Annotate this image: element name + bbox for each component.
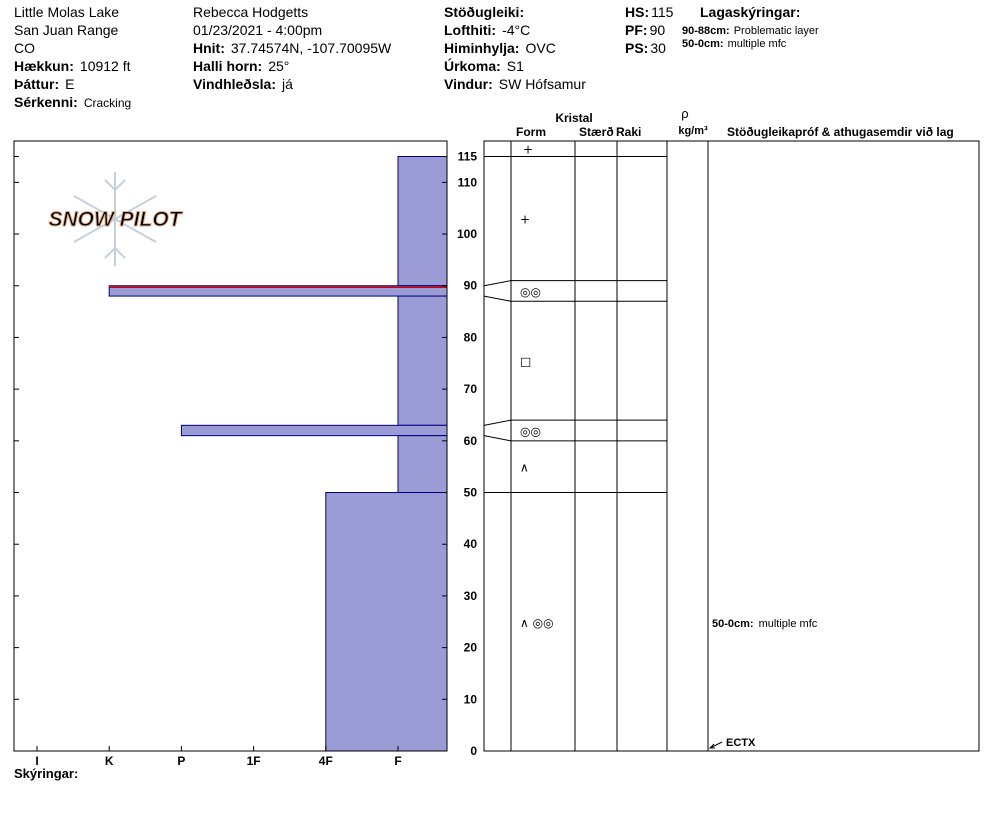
field-value: OVC xyxy=(525,40,555,56)
layer-boundary xyxy=(483,435,667,442)
comment-text: multiple mfc xyxy=(759,618,818,630)
field-label: Sérkenni: xyxy=(14,94,78,110)
header-line: Little Molas Lake xyxy=(14,4,119,20)
y-tick-label: 80 xyxy=(464,330,478,344)
hardness-bar xyxy=(397,435,448,494)
field-label: Þáttur: xyxy=(14,76,59,92)
y-tick-label: 110 xyxy=(458,175,478,189)
notes-title: Lagaskýringar: xyxy=(700,4,800,20)
field-label: Halli horn: xyxy=(193,58,262,74)
field-value: E xyxy=(65,76,74,92)
field-value: Cracking xyxy=(84,96,131,110)
header-line: 01/23/2021 - 4:00pm xyxy=(193,22,322,38)
surface-grain: + xyxy=(523,143,533,157)
hardness-frame xyxy=(13,140,448,752)
col-header: kg/m³ xyxy=(678,125,708,137)
y-tick-label: 60 xyxy=(464,434,478,448)
field-value: -4°C xyxy=(502,22,530,38)
grain-symbol: ∧ xyxy=(520,461,529,475)
x-tick-label: 4F xyxy=(319,754,333,768)
test-arrowhead xyxy=(708,743,715,749)
watermark-flake xyxy=(73,172,157,266)
field-value: SW Hófsamur xyxy=(499,76,586,92)
y-tick-label: 10 xyxy=(464,692,478,706)
layer-boundary xyxy=(483,280,667,287)
grain-symbol: + xyxy=(520,213,530,227)
grain-symbol: ◎◎ xyxy=(520,424,541,438)
field-value: 115 xyxy=(651,4,674,20)
col-header: Stærð xyxy=(579,125,614,139)
field-value: 90 xyxy=(650,22,666,38)
hardness-bar xyxy=(397,295,448,426)
note-label: 90-88cm: xyxy=(682,25,730,37)
field-label: Himinhylja: xyxy=(444,40,519,56)
field-value: 37.74574N, -107.70095W xyxy=(231,40,392,56)
col-header: Form xyxy=(516,125,546,139)
field-label: Vindhleðsla: xyxy=(193,76,276,92)
y-tick-label: 30 xyxy=(464,589,478,603)
field-label: Hækkun: xyxy=(14,58,74,74)
field-value: 10912 ft xyxy=(80,58,131,74)
y-tick-label: 70 xyxy=(464,382,478,396)
comment-label: 50-0cm: xyxy=(712,618,754,630)
grain-frame xyxy=(483,140,980,752)
y-tick-label: 0 xyxy=(470,744,477,758)
x-tick-label: I xyxy=(35,754,38,768)
y-tick-label: 115 xyxy=(458,150,478,164)
test-arrow xyxy=(709,741,723,749)
x-tick-label: F xyxy=(394,754,401,768)
field-label: HS: xyxy=(625,4,649,20)
header-line: CO xyxy=(14,40,35,56)
y-tick-label: 40 xyxy=(464,537,478,551)
field-label: Vindur: xyxy=(444,76,493,92)
col-header: Stöðugleikapróf & athugasemdir við lag xyxy=(727,125,954,139)
y-tick-label: 100 xyxy=(457,227,477,241)
test-result: ECTX xyxy=(726,737,756,749)
hardness-bar xyxy=(325,492,448,752)
field-label: Úrkoma: xyxy=(444,57,501,74)
y-tick-label: 20 xyxy=(464,641,478,655)
field-label: PS: xyxy=(625,40,648,56)
field-value: já xyxy=(281,76,293,92)
hardness-bar xyxy=(180,424,448,437)
hardness-bar xyxy=(397,156,448,287)
note-value: multiple mfc xyxy=(728,38,787,50)
y-tick-label: 90 xyxy=(464,279,478,293)
header-line: San Juan Range xyxy=(14,22,119,38)
layer-boundary xyxy=(483,295,667,302)
legend-title: Skýringar: xyxy=(14,766,78,781)
field-value: 30 xyxy=(650,40,666,56)
col-header: Raki xyxy=(616,125,641,139)
header-line: Rebecca Hodgetts xyxy=(193,4,308,20)
watermark-text: SNOW PILOT xyxy=(49,208,184,231)
y-tick-label: 50 xyxy=(464,486,478,500)
grain-symbol: □ xyxy=(520,355,531,369)
x-tick-label: P xyxy=(177,754,185,768)
x-tick-label: 1F xyxy=(247,754,261,768)
field-value: S1 xyxy=(507,58,524,74)
field-label: Hnit: xyxy=(193,40,225,56)
note-label: 50-0cm: xyxy=(682,38,724,50)
field-label: Stöðugleiki: xyxy=(444,4,524,20)
note-value: Problematic layer xyxy=(734,25,819,37)
field-label: Lofthiti: xyxy=(444,22,496,38)
field-label: PF: xyxy=(625,22,648,38)
x-tick-label: K xyxy=(105,754,114,768)
grain-symbol: ◎◎ xyxy=(520,285,541,299)
col-header: ρ xyxy=(681,106,688,121)
col-header: Kristal xyxy=(555,111,592,125)
layer-boundary xyxy=(483,419,667,426)
grain-symbol: ∧ ◎◎ xyxy=(520,616,554,630)
field-value: 25° xyxy=(268,58,289,74)
